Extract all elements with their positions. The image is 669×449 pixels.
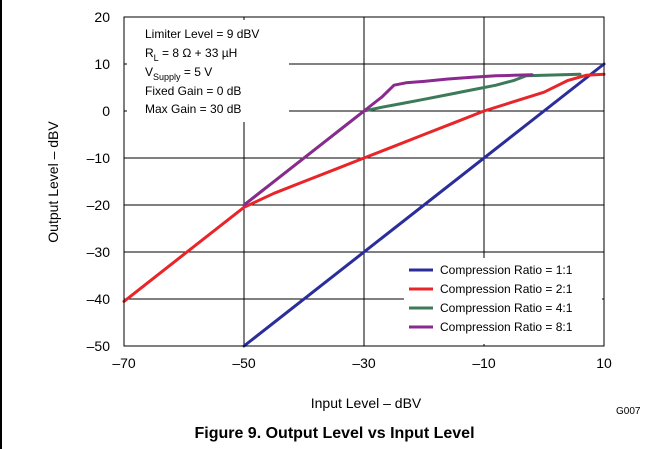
y-tick-label: –50 [87, 338, 111, 354]
y-tick-label: 20 [94, 9, 110, 25]
y-tick-label: –20 [87, 197, 111, 213]
annotation-supply: VSupply = 5 V [145, 65, 212, 82]
plot-area-border [123, 16, 605, 347]
legend-label-2: Compression Ratio = 2:1 [440, 282, 573, 296]
annotation-limiter-level: Limiter Level = 9 dBV [145, 27, 259, 41]
legend-label-1: Compression Ratio = 1:1 [440, 263, 573, 277]
y-axis-label: Output Level – dBV [45, 121, 61, 243]
y-tick-label: –40 [87, 291, 111, 307]
legend: Compression Ratio = 1:1 Compression Ratio… [409, 263, 573, 334]
legend-label-4: Compression Ratio = 8:1 [440, 320, 573, 334]
annotation-load-sub: L [154, 53, 159, 63]
x-tick-label: –30 [352, 355, 376, 371]
y-tick-label: –30 [87, 244, 111, 260]
series-line-1 [242, 62, 606, 348]
y-tick-label: 10 [94, 56, 110, 72]
series-lines [122, 62, 606, 348]
figure-code: G007 [616, 406, 641, 417]
x-tick-label: 10 [596, 355, 612, 371]
legend-background [404, 258, 602, 344]
annotation-supply-rest: = 5 V [181, 65, 213, 79]
annotation-load-rest: = 8 Ω + 33 µH [159, 46, 238, 60]
x-tick-label: –70 [112, 355, 136, 371]
annotation-block: Limiter Level = 9 dBV RL = 8 Ω + 33 µH V… [145, 27, 259, 116]
x-axis-label: Input Level – dBV [311, 395, 422, 411]
figure-caption: Figure 9. Output Level vs Input Level [194, 425, 475, 442]
series-line-4 [242, 73, 534, 207]
series-line-2 [122, 72, 606, 303]
annotation-load: RL = 8 Ω + 33 µH [145, 46, 237, 63]
annotation-supply-main: V [145, 65, 153, 79]
x-tick-label: –50 [232, 355, 256, 371]
x-tick-label: –10 [472, 355, 496, 371]
annotation-max-gain: Max Gain = 30 dB [145, 102, 241, 116]
figure-frame-line [0, 0, 2, 449]
annotation-background [127, 20, 289, 122]
annotation-load-main: R [145, 46, 154, 60]
legend-label-3: Compression Ratio = 4:1 [440, 301, 573, 315]
annotation-fixed-gain: Fixed Gain = 0 dB [145, 84, 241, 98]
annotation-supply-sub: Supply [153, 72, 181, 82]
y-tick-label: –10 [87, 150, 111, 166]
y-tick-label: 0 [102, 103, 110, 119]
